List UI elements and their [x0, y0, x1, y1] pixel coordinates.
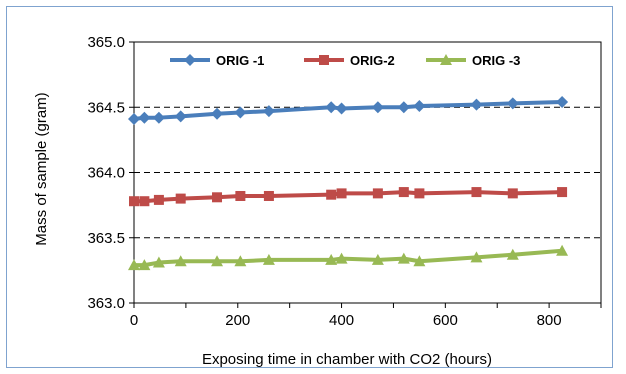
data-point: [325, 253, 338, 265]
data-point: [128, 112, 140, 125]
y-tick-label: 363.5: [87, 230, 125, 247]
data-point: [397, 101, 410, 114]
data-point: [174, 255, 187, 267]
y-tick-label: 364.5: [87, 99, 125, 116]
series-layer: [128, 96, 569, 271]
data-point: [335, 252, 348, 264]
data-point: [263, 190, 274, 201]
data-point: [129, 196, 139, 207]
data-point: [336, 188, 347, 199]
gridlines: [134, 106, 601, 239]
data-point: [174, 110, 187, 123]
legend: ORIG -1 ORIG-2 ORIG -3: [170, 53, 520, 68]
data-point: [211, 255, 224, 267]
data-point: [139, 196, 150, 207]
data-point: [325, 101, 338, 114]
data-point: [506, 97, 519, 110]
x-tick-label: 200: [225, 312, 250, 329]
legend-marker: [184, 54, 196, 66]
data-point: [153, 194, 164, 205]
data-point: [506, 248, 519, 260]
legend-label: ORIG-2: [350, 53, 395, 68]
data-point: [152, 256, 165, 268]
x-axis-title: Exposing time in chamber with CO2 (hours…: [202, 351, 492, 367]
data-point: [371, 101, 384, 114]
data-point: [372, 188, 383, 199]
data-point: [138, 259, 151, 271]
data-point: [507, 188, 518, 199]
data-point: [557, 187, 568, 198]
data-point: [326, 189, 337, 200]
y-tick-label: 365.0: [87, 34, 125, 51]
axis-ticks: 363.0 363.5 364.0 364.5 365.0 0 200 400 600 800: [87, 34, 602, 329]
y-tick-label: 364.0: [87, 165, 125, 182]
legend-item-3: ORIG -3: [426, 53, 520, 68]
data-point: [556, 244, 569, 256]
series-3: [128, 244, 569, 271]
x-tick-label: 400: [329, 312, 354, 329]
legend-marker: [440, 54, 452, 65]
data-point: [234, 255, 247, 267]
data-point: [398, 187, 409, 198]
data-point: [212, 192, 223, 203]
legend-item-1: ORIG -1: [170, 53, 264, 68]
data-point: [413, 99, 426, 112]
data-point: [234, 106, 247, 119]
data-point: [413, 255, 426, 267]
x-tick-label: 600: [433, 312, 458, 329]
y-tick-label: 363.0: [87, 295, 125, 312]
series-2: [129, 187, 568, 207]
x-tick-label: 0: [130, 312, 138, 329]
chart-frame: 363.0 363.5 364.0 364.5 365.0 0 200 400 600 800 O…: [6, 6, 613, 368]
series-line: [134, 248, 563, 268]
data-point: [470, 251, 483, 263]
data-point: [262, 253, 275, 265]
legend-label: ORIG -3: [472, 53, 520, 68]
series-line: [133, 100, 563, 121]
data-point: [397, 252, 410, 264]
data-point: [414, 188, 425, 199]
data-point: [470, 98, 483, 111]
series-line: [134, 190, 563, 204]
data-point: [262, 105, 275, 118]
data-point: [128, 259, 140, 271]
legend-label: ORIG -1: [216, 53, 264, 68]
data-point: [471, 187, 482, 198]
legend-item-2: ORIG-2: [304, 53, 395, 68]
data-point: [138, 111, 151, 124]
data-point: [211, 107, 224, 120]
series-1: [128, 96, 569, 125]
data-point: [335, 102, 348, 115]
line-chart: 363.0 363.5 364.0 364.5 365.0 0 200 400 600 800 O…: [33, 34, 602, 367]
y-axis-title: Mass of sample (gram): [33, 92, 50, 245]
data-point: [371, 253, 384, 265]
x-tick-label: 800: [537, 312, 562, 329]
data-point: [152, 111, 165, 124]
data-point: [175, 193, 186, 204]
legend-marker: [319, 55, 329, 65]
data-point: [235, 190, 246, 201]
data-point: [556, 96, 569, 109]
